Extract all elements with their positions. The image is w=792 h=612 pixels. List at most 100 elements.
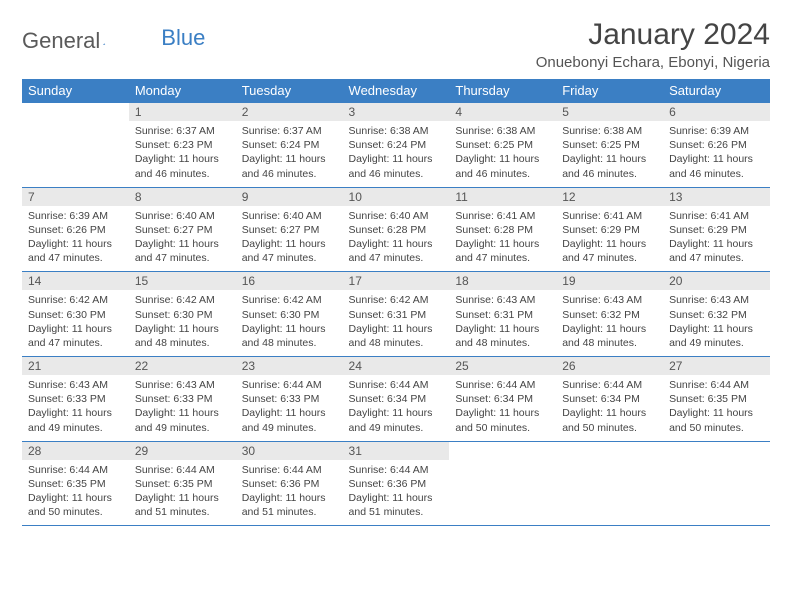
calendar-cell: 1Sunrise: 6:37 AMSunset: 6:23 PMDaylight… <box>129 103 236 188</box>
calendar-cell: 4Sunrise: 6:38 AMSunset: 6:25 PMDaylight… <box>449 103 556 188</box>
calendar-cell: 20Sunrise: 6:43 AMSunset: 6:32 PMDayligh… <box>663 272 770 357</box>
day-details: Sunrise: 6:42 AMSunset: 6:31 PMDaylight:… <box>343 290 450 356</box>
day-number: 9 <box>236 188 343 206</box>
day-details: Sunrise: 6:40 AMSunset: 6:27 PMDaylight:… <box>236 206 343 272</box>
day-number: 28 <box>22 442 129 460</box>
day-details: Sunrise: 6:44 AMSunset: 6:34 PMDaylight:… <box>449 375 556 441</box>
day-number: 10 <box>343 188 450 206</box>
calendar-cell: 2Sunrise: 6:37 AMSunset: 6:24 PMDaylight… <box>236 103 343 188</box>
weekday-header: Thursday <box>449 79 556 103</box>
calendar-cell: 13Sunrise: 6:41 AMSunset: 6:29 PMDayligh… <box>663 187 770 272</box>
day-number: 24 <box>343 357 450 375</box>
day-number: 25 <box>449 357 556 375</box>
calendar-cell: 31Sunrise: 6:44 AMSunset: 6:36 PMDayligh… <box>343 441 450 526</box>
calendar-cell: 7Sunrise: 6:39 AMSunset: 6:26 PMDaylight… <box>22 187 129 272</box>
calendar-cell: 29Sunrise: 6:44 AMSunset: 6:35 PMDayligh… <box>129 441 236 526</box>
day-number: 11 <box>449 188 556 206</box>
day-number: 20 <box>663 272 770 290</box>
day-number: 5 <box>556 103 663 121</box>
calendar-cell: 28Sunrise: 6:44 AMSunset: 6:35 PMDayligh… <box>22 441 129 526</box>
day-details: Sunrise: 6:38 AMSunset: 6:25 PMDaylight:… <box>449 121 556 187</box>
calendar-cell <box>22 103 129 188</box>
weekday-header: Saturday <box>663 79 770 103</box>
day-details: Sunrise: 6:44 AMSunset: 6:33 PMDaylight:… <box>236 375 343 441</box>
day-details: Sunrise: 6:43 AMSunset: 6:32 PMDaylight:… <box>556 290 663 356</box>
calendar-cell: 27Sunrise: 6:44 AMSunset: 6:35 PMDayligh… <box>663 357 770 442</box>
logo-sail-icon <box>103 32 105 50</box>
day-number: 4 <box>449 103 556 121</box>
day-number: 7 <box>22 188 129 206</box>
weekday-header: Sunday <box>22 79 129 103</box>
calendar-cell: 26Sunrise: 6:44 AMSunset: 6:34 PMDayligh… <box>556 357 663 442</box>
calendar-cell: 12Sunrise: 6:41 AMSunset: 6:29 PMDayligh… <box>556 187 663 272</box>
day-number: 2 <box>236 103 343 121</box>
day-details: Sunrise: 6:44 AMSunset: 6:35 PMDaylight:… <box>22 460 129 526</box>
day-number: 21 <box>22 357 129 375</box>
calendar-cell: 11Sunrise: 6:41 AMSunset: 6:28 PMDayligh… <box>449 187 556 272</box>
calendar-cell <box>556 441 663 526</box>
day-details: Sunrise: 6:43 AMSunset: 6:33 PMDaylight:… <box>22 375 129 441</box>
calendar-cell: 18Sunrise: 6:43 AMSunset: 6:31 PMDayligh… <box>449 272 556 357</box>
calendar-cell: 21Sunrise: 6:43 AMSunset: 6:33 PMDayligh… <box>22 357 129 442</box>
calendar-cell: 10Sunrise: 6:40 AMSunset: 6:28 PMDayligh… <box>343 187 450 272</box>
calendar-cell: 9Sunrise: 6:40 AMSunset: 6:27 PMDaylight… <box>236 187 343 272</box>
calendar-week-row: 21Sunrise: 6:43 AMSunset: 6:33 PMDayligh… <box>22 357 770 442</box>
day-number: 16 <box>236 272 343 290</box>
weekday-header-row: SundayMondayTuesdayWednesdayThursdayFrid… <box>22 79 770 103</box>
location-text: Onuebonyi Echara, Ebonyi, Nigeria <box>536 54 770 71</box>
day-details: Sunrise: 6:41 AMSunset: 6:28 PMDaylight:… <box>449 206 556 272</box>
weekday-header: Tuesday <box>236 79 343 103</box>
day-number: 22 <box>129 357 236 375</box>
calendar-week-row: 1Sunrise: 6:37 AMSunset: 6:23 PMDaylight… <box>22 103 770 188</box>
day-number: 18 <box>449 272 556 290</box>
day-number: 13 <box>663 188 770 206</box>
calendar-cell: 14Sunrise: 6:42 AMSunset: 6:30 PMDayligh… <box>22 272 129 357</box>
calendar-week-row: 28Sunrise: 6:44 AMSunset: 6:35 PMDayligh… <box>22 441 770 526</box>
calendar-cell: 19Sunrise: 6:43 AMSunset: 6:32 PMDayligh… <box>556 272 663 357</box>
calendar-cell: 17Sunrise: 6:42 AMSunset: 6:31 PMDayligh… <box>343 272 450 357</box>
day-details: Sunrise: 6:44 AMSunset: 6:35 PMDaylight:… <box>129 460 236 526</box>
day-number: 26 <box>556 357 663 375</box>
weekday-header: Friday <box>556 79 663 103</box>
day-number: 8 <box>129 188 236 206</box>
day-details: Sunrise: 6:41 AMSunset: 6:29 PMDaylight:… <box>556 206 663 272</box>
day-number: 19 <box>556 272 663 290</box>
day-number: 29 <box>129 442 236 460</box>
logo: General Blue <box>22 18 205 54</box>
day-details: Sunrise: 6:44 AMSunset: 6:36 PMDaylight:… <box>343 460 450 526</box>
calendar-body: 1Sunrise: 6:37 AMSunset: 6:23 PMDaylight… <box>22 103 770 526</box>
day-details: Sunrise: 6:38 AMSunset: 6:24 PMDaylight:… <box>343 121 450 187</box>
day-details: Sunrise: 6:37 AMSunset: 6:24 PMDaylight:… <box>236 121 343 187</box>
calendar-cell: 23Sunrise: 6:44 AMSunset: 6:33 PMDayligh… <box>236 357 343 442</box>
day-details: Sunrise: 6:44 AMSunset: 6:34 PMDaylight:… <box>556 375 663 441</box>
day-details: Sunrise: 6:38 AMSunset: 6:25 PMDaylight:… <box>556 121 663 187</box>
calendar-week-row: 7Sunrise: 6:39 AMSunset: 6:26 PMDaylight… <box>22 187 770 272</box>
header: General Blue January 2024 Onuebonyi Echa… <box>22 18 770 71</box>
calendar-cell: 3Sunrise: 6:38 AMSunset: 6:24 PMDaylight… <box>343 103 450 188</box>
day-details: Sunrise: 6:39 AMSunset: 6:26 PMDaylight:… <box>663 121 770 187</box>
day-number: 23 <box>236 357 343 375</box>
calendar-cell: 24Sunrise: 6:44 AMSunset: 6:34 PMDayligh… <box>343 357 450 442</box>
day-details: Sunrise: 6:39 AMSunset: 6:26 PMDaylight:… <box>22 206 129 272</box>
calendar-cell <box>449 441 556 526</box>
logo-text-blue: Blue <box>161 25 205 51</box>
calendar-cell <box>663 441 770 526</box>
calendar-cell: 6Sunrise: 6:39 AMSunset: 6:26 PMDaylight… <box>663 103 770 188</box>
calendar-week-row: 14Sunrise: 6:42 AMSunset: 6:30 PMDayligh… <box>22 272 770 357</box>
page-title: January 2024 <box>536 18 770 52</box>
weekday-header: Monday <box>129 79 236 103</box>
calendar-cell: 8Sunrise: 6:40 AMSunset: 6:27 PMDaylight… <box>129 187 236 272</box>
day-details: Sunrise: 6:44 AMSunset: 6:34 PMDaylight:… <box>343 375 450 441</box>
day-number: 17 <box>343 272 450 290</box>
day-details: Sunrise: 6:42 AMSunset: 6:30 PMDaylight:… <box>129 290 236 356</box>
title-block: January 2024 Onuebonyi Echara, Ebonyi, N… <box>536 18 770 71</box>
calendar-cell: 25Sunrise: 6:44 AMSunset: 6:34 PMDayligh… <box>449 357 556 442</box>
day-details: Sunrise: 6:42 AMSunset: 6:30 PMDaylight:… <box>236 290 343 356</box>
calendar-table: SundayMondayTuesdayWednesdayThursdayFrid… <box>22 79 770 526</box>
calendar-cell: 5Sunrise: 6:38 AMSunset: 6:25 PMDaylight… <box>556 103 663 188</box>
calendar-cell: 16Sunrise: 6:42 AMSunset: 6:30 PMDayligh… <box>236 272 343 357</box>
day-number: 31 <box>343 442 450 460</box>
day-details: Sunrise: 6:43 AMSunset: 6:33 PMDaylight:… <box>129 375 236 441</box>
day-details: Sunrise: 6:44 AMSunset: 6:36 PMDaylight:… <box>236 460 343 526</box>
day-details: Sunrise: 6:40 AMSunset: 6:28 PMDaylight:… <box>343 206 450 272</box>
